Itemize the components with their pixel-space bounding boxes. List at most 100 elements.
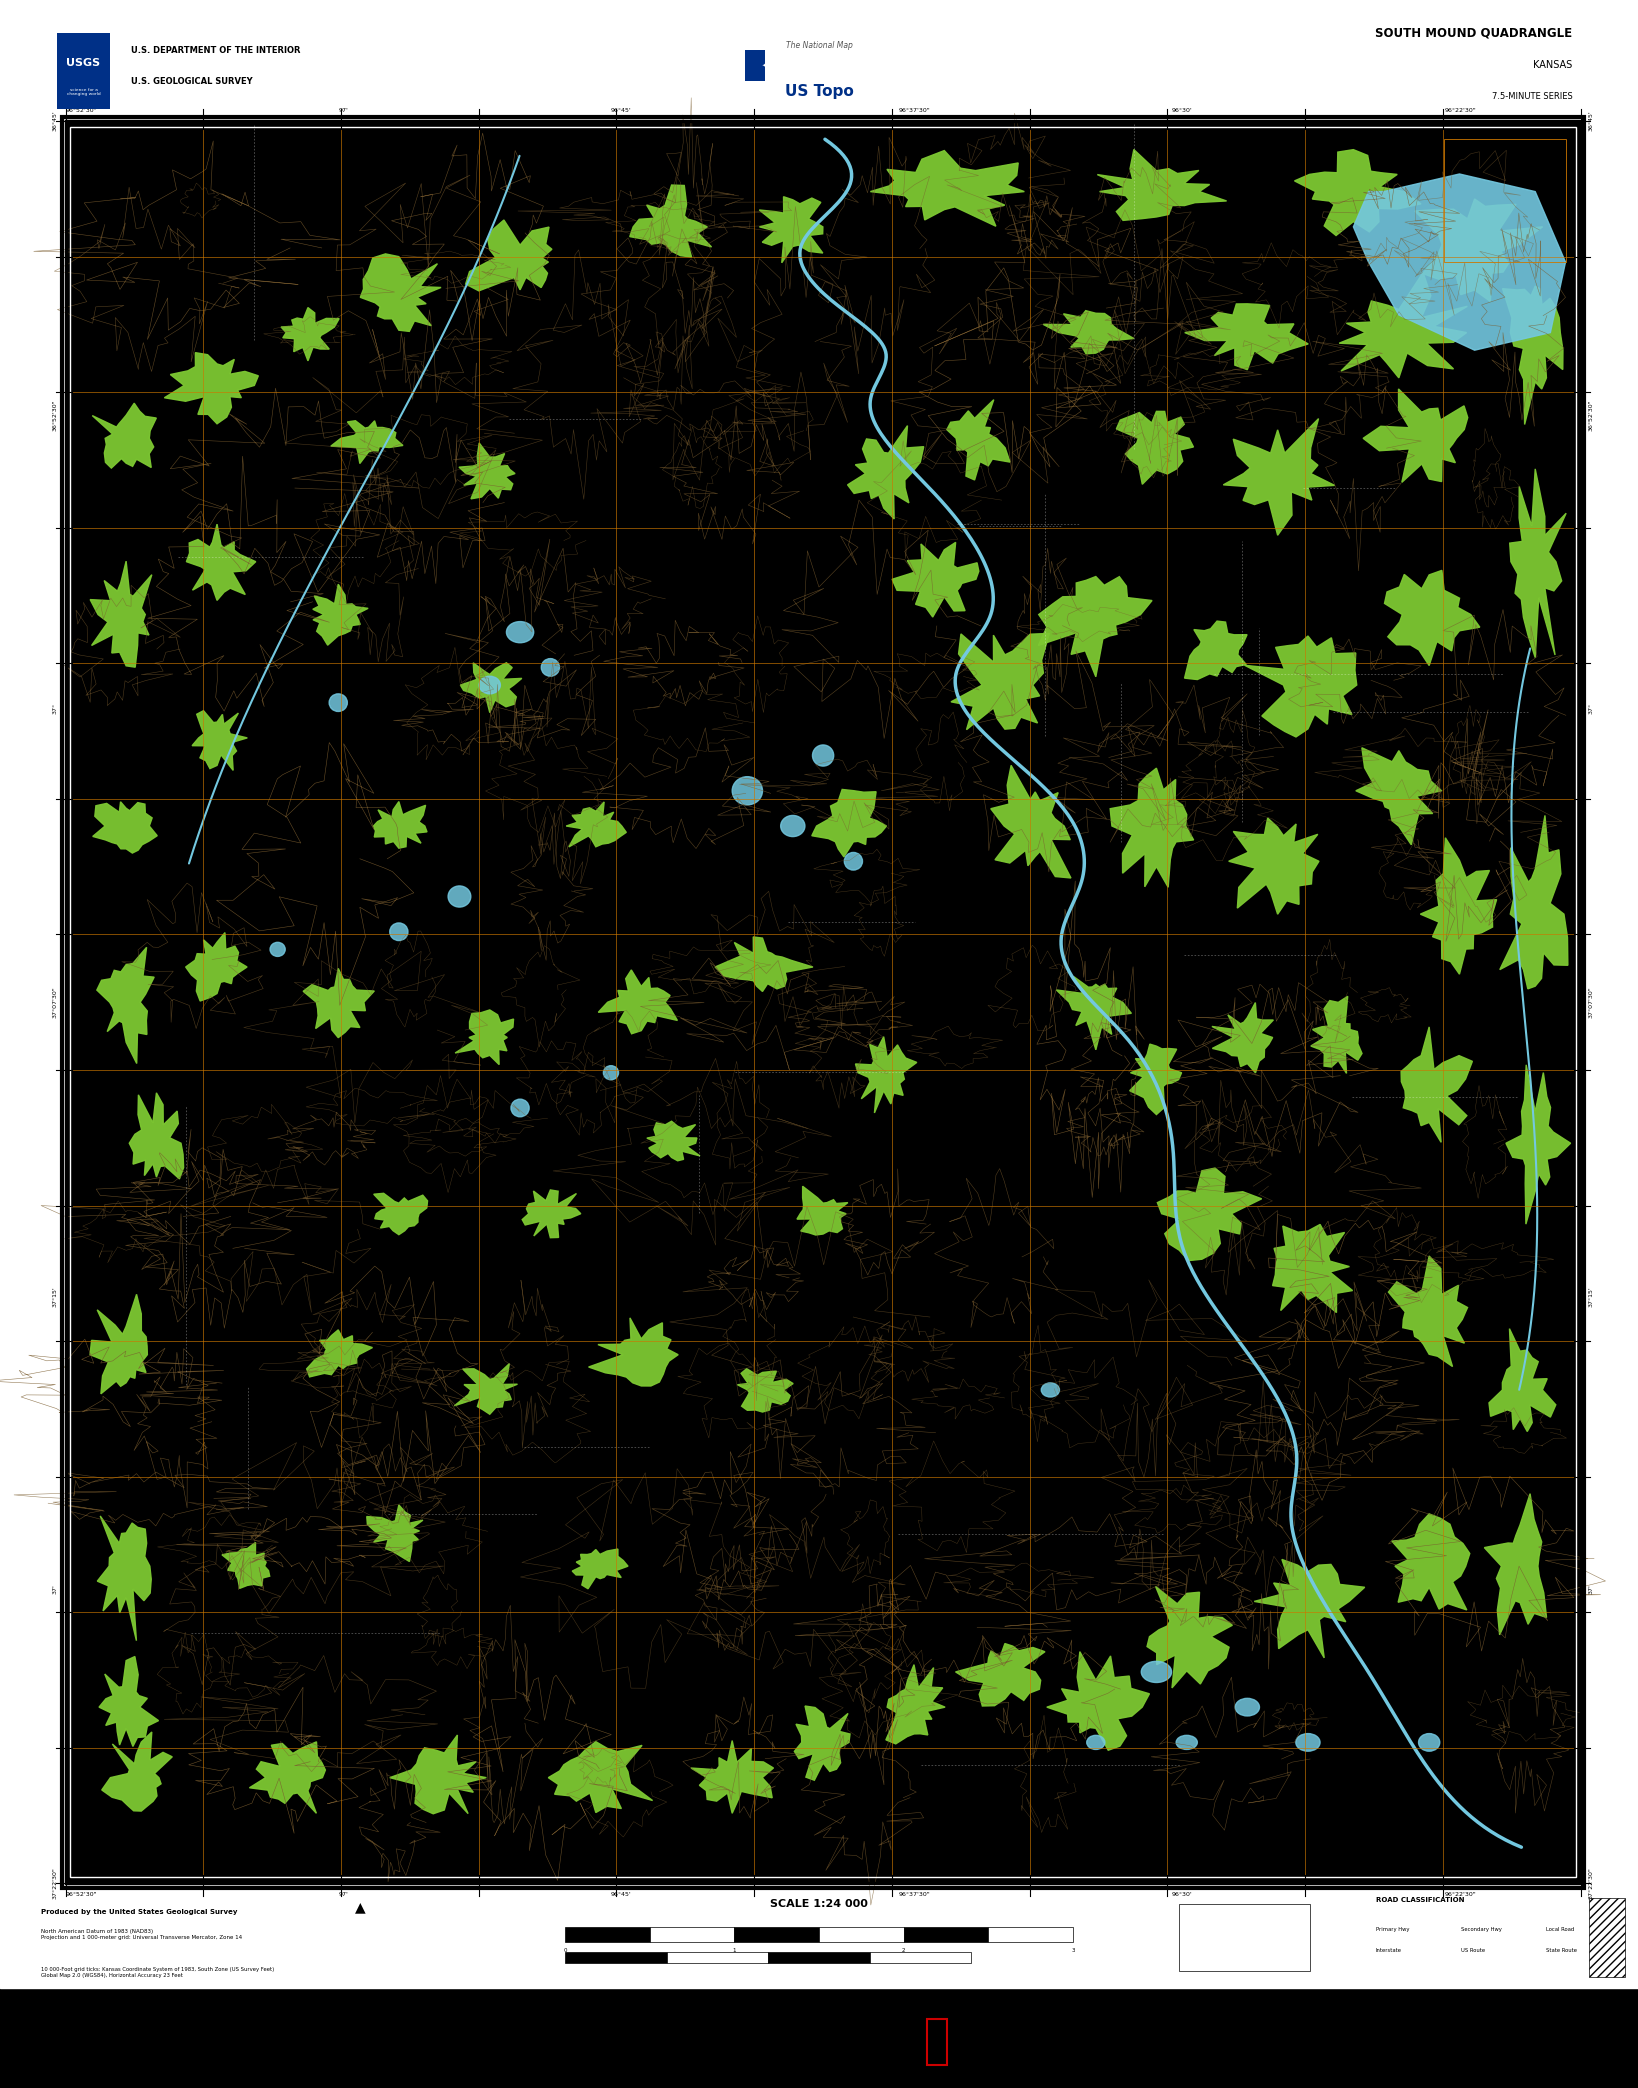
Polygon shape <box>1245 637 1356 737</box>
Polygon shape <box>1043 311 1133 353</box>
Polygon shape <box>129 1092 183 1180</box>
Polygon shape <box>367 1505 423 1562</box>
Text: 1: 1 <box>732 1948 735 1952</box>
Polygon shape <box>1392 1514 1469 1610</box>
Ellipse shape <box>390 923 408 940</box>
Ellipse shape <box>541 658 560 677</box>
Bar <box>734 1927 819 1942</box>
Bar <box>904 1927 988 1942</box>
Polygon shape <box>185 933 247 1000</box>
Polygon shape <box>102 1731 172 1810</box>
Polygon shape <box>1147 1587 1232 1687</box>
Polygon shape <box>455 1011 514 1065</box>
Polygon shape <box>92 403 156 468</box>
Polygon shape <box>847 426 924 520</box>
Text: Interstate: Interstate <box>1376 1948 1402 1952</box>
Ellipse shape <box>1086 1735 1106 1750</box>
Text: 37°15': 37°15' <box>52 1286 57 1307</box>
Polygon shape <box>373 802 428 848</box>
Text: 96°52'30": 96°52'30" <box>66 109 97 113</box>
Polygon shape <box>647 1121 699 1161</box>
Ellipse shape <box>812 745 834 766</box>
Polygon shape <box>373 1194 428 1234</box>
Polygon shape <box>1130 1044 1181 1115</box>
Polygon shape <box>282 307 339 361</box>
Ellipse shape <box>844 852 863 871</box>
Bar <box>66 121 1581 1883</box>
Ellipse shape <box>511 1098 529 1117</box>
Polygon shape <box>360 255 441 332</box>
Polygon shape <box>459 443 514 499</box>
Text: 96°52'30": 96°52'30" <box>66 1892 97 1896</box>
Polygon shape <box>97 1516 151 1641</box>
Text: 97': 97' <box>337 109 349 113</box>
Bar <box>565 1927 650 1942</box>
Polygon shape <box>1363 388 1468 482</box>
Text: 96°30': 96°30' <box>1171 1892 1192 1896</box>
Bar <box>988 1927 1073 1942</box>
Polygon shape <box>572 1549 627 1589</box>
Polygon shape <box>1389 1257 1468 1366</box>
Text: 36°45': 36°45' <box>1589 111 1594 132</box>
Polygon shape <box>306 1330 372 1376</box>
Text: USGS: USGS <box>67 58 100 67</box>
Text: 2: 2 <box>903 1948 906 1952</box>
Text: SCALE 1:24 000: SCALE 1:24 000 <box>770 1900 868 1908</box>
Text: Primary Hwy: Primary Hwy <box>1376 1927 1409 1931</box>
Polygon shape <box>1484 1493 1546 1635</box>
Text: 96°45': 96°45' <box>611 109 632 113</box>
Bar <box>0 1883 1638 1988</box>
Polygon shape <box>192 710 247 770</box>
Text: 0: 0 <box>563 1948 567 1952</box>
Polygon shape <box>870 150 1024 226</box>
Bar <box>1179 1904 1310 1971</box>
Bar <box>819 1927 904 1942</box>
Polygon shape <box>1505 1065 1571 1224</box>
Text: 37°07'30": 37°07'30" <box>1589 986 1594 1019</box>
Polygon shape <box>1212 1002 1273 1073</box>
Text: ▲: ▲ <box>355 1900 365 1915</box>
Text: 96°45': 96°45' <box>611 1892 632 1896</box>
Polygon shape <box>947 399 1011 480</box>
Polygon shape <box>1184 620 1247 679</box>
Text: SOUTH MOUND QUADRANGLE: SOUTH MOUND QUADRANGLE <box>1376 27 1572 40</box>
Text: 96°22'30": 96°22'30" <box>1445 1892 1476 1896</box>
Ellipse shape <box>449 885 470 906</box>
Polygon shape <box>1310 996 1363 1073</box>
Bar <box>66 121 1581 1883</box>
Polygon shape <box>1117 411 1194 484</box>
Ellipse shape <box>603 1065 619 1079</box>
Polygon shape <box>1038 576 1152 677</box>
Text: ✦: ✦ <box>762 61 768 69</box>
Text: 37°22'30": 37°22'30" <box>52 1867 57 1900</box>
Polygon shape <box>598 971 678 1034</box>
Polygon shape <box>1384 570 1479 666</box>
Polygon shape <box>454 1363 518 1414</box>
Text: KANSAS: KANSAS <box>1533 61 1572 69</box>
Bar <box>0 0 1638 121</box>
Polygon shape <box>955 1643 1045 1706</box>
Polygon shape <box>313 585 369 645</box>
Polygon shape <box>1184 305 1309 370</box>
Polygon shape <box>1294 150 1420 236</box>
Polygon shape <box>1255 1560 1364 1658</box>
Polygon shape <box>798 1186 848 1234</box>
Polygon shape <box>331 420 403 464</box>
Polygon shape <box>523 1190 581 1238</box>
Polygon shape <box>1057 977 1132 1050</box>
Polygon shape <box>1224 418 1335 535</box>
Bar <box>768 1952 870 1963</box>
Bar <box>62 117 1584 1888</box>
Polygon shape <box>691 1741 773 1812</box>
Polygon shape <box>460 662 523 712</box>
Bar <box>1445 138 1566 263</box>
Polygon shape <box>187 524 256 601</box>
Bar <box>57 33 110 109</box>
Ellipse shape <box>1419 1733 1440 1752</box>
Ellipse shape <box>1042 1382 1060 1397</box>
Polygon shape <box>1500 816 1568 990</box>
Polygon shape <box>90 1295 147 1395</box>
Polygon shape <box>1502 286 1563 424</box>
Polygon shape <box>737 1368 793 1411</box>
Text: 37°07'30": 37°07'30" <box>52 986 57 1019</box>
